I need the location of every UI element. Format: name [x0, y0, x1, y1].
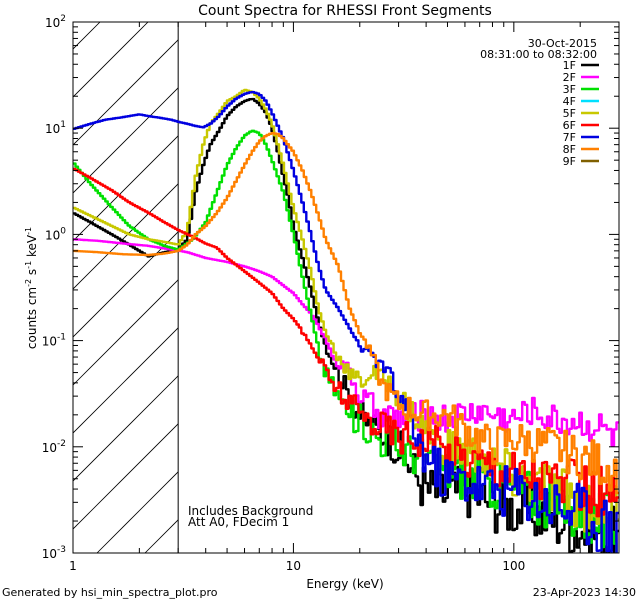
y-tick-base: 10: [45, 122, 60, 136]
y-label-base: counts cm: [25, 287, 39, 349]
y-tick-base: 10: [42, 335, 57, 349]
annotation-attenuator: Att A0, FDecim 1: [188, 515, 289, 529]
legend-label-1F: 1F: [563, 59, 576, 72]
x-tick-label: 10: [286, 559, 301, 573]
y-tick-exponent: -1: [57, 333, 66, 343]
series-line-6F: [73, 167, 619, 518]
y-tick-label: 100: [45, 226, 66, 242]
y-tick-label: 10-1: [42, 333, 66, 349]
y-tick-exponent: -3: [57, 545, 66, 555]
chart-title: Count Spectra for RHESSI Front Segments: [198, 3, 492, 19]
legend-label-5F: 5F: [563, 107, 576, 120]
annotation-background: Includes Background: [188, 504, 313, 518]
y-tick-exponent: -2: [57, 439, 66, 449]
generated-by-label: Generated by hsi_min_spectra_plot.pro: [2, 586, 218, 599]
y-label-end: keV: [25, 234, 39, 261]
legend-label-9F: 9F: [563, 155, 576, 168]
x-tick-label: 1: [69, 559, 77, 573]
y-tick-label: 102: [45, 14, 66, 30]
y-tick-label: 10-3: [42, 545, 66, 561]
series-group: [73, 88, 619, 553]
legend-label-7F: 7F: [563, 131, 576, 144]
x-axis-label: Energy (keV): [306, 577, 383, 591]
hatch-line: [73, 22, 149, 98]
y-tick-exponent: 2: [60, 14, 66, 24]
y-tick-exponent: 0: [60, 226, 66, 236]
y-label-sup-1: -2: [24, 279, 33, 287]
y-tick-label: 101: [45, 120, 66, 136]
legend-label-3F: 3F: [563, 83, 576, 96]
date-label: 30-Oct-2015: [528, 37, 597, 50]
y-tick-exponent: 1: [60, 120, 66, 130]
y-tick-base: 10: [42, 547, 57, 561]
y-tick-base: 10: [45, 228, 60, 242]
legend-label-4F: 4F: [563, 95, 576, 108]
axis-ticks: [72, 21, 620, 554]
legend-label-8F: 8F: [563, 143, 576, 156]
x-tick-labels: 1 10 100: [69, 559, 525, 573]
legend-label-2F: 2F: [563, 71, 576, 84]
x-tick-label: 100: [502, 559, 525, 573]
series-line-8F: [73, 132, 619, 495]
y-label-mid: s: [25, 269, 39, 279]
y-tick-label: 10-2: [42, 439, 66, 455]
plot-frame: [72, 21, 620, 554]
y-tick-base: 10: [42, 441, 57, 455]
hatch-line: [73, 375, 179, 482]
legend-label-6F: 6F: [563, 119, 576, 132]
hatch-line: [73, 423, 179, 530]
hatch-line: [73, 39, 179, 146]
timestamp-label: 23-Apr-2023 14:30: [533, 586, 636, 599]
series-line-7F: [73, 90, 619, 553]
y-label-sup-2: -1: [24, 261, 33, 269]
y-label-sup-3: -1: [24, 227, 33, 235]
y-axis-label: counts cm-2 s-1 keV-1: [24, 227, 39, 349]
y-tick-base: 10: [45, 16, 60, 30]
time-range-label: 08:31:00 to 08:32:00: [480, 48, 597, 61]
